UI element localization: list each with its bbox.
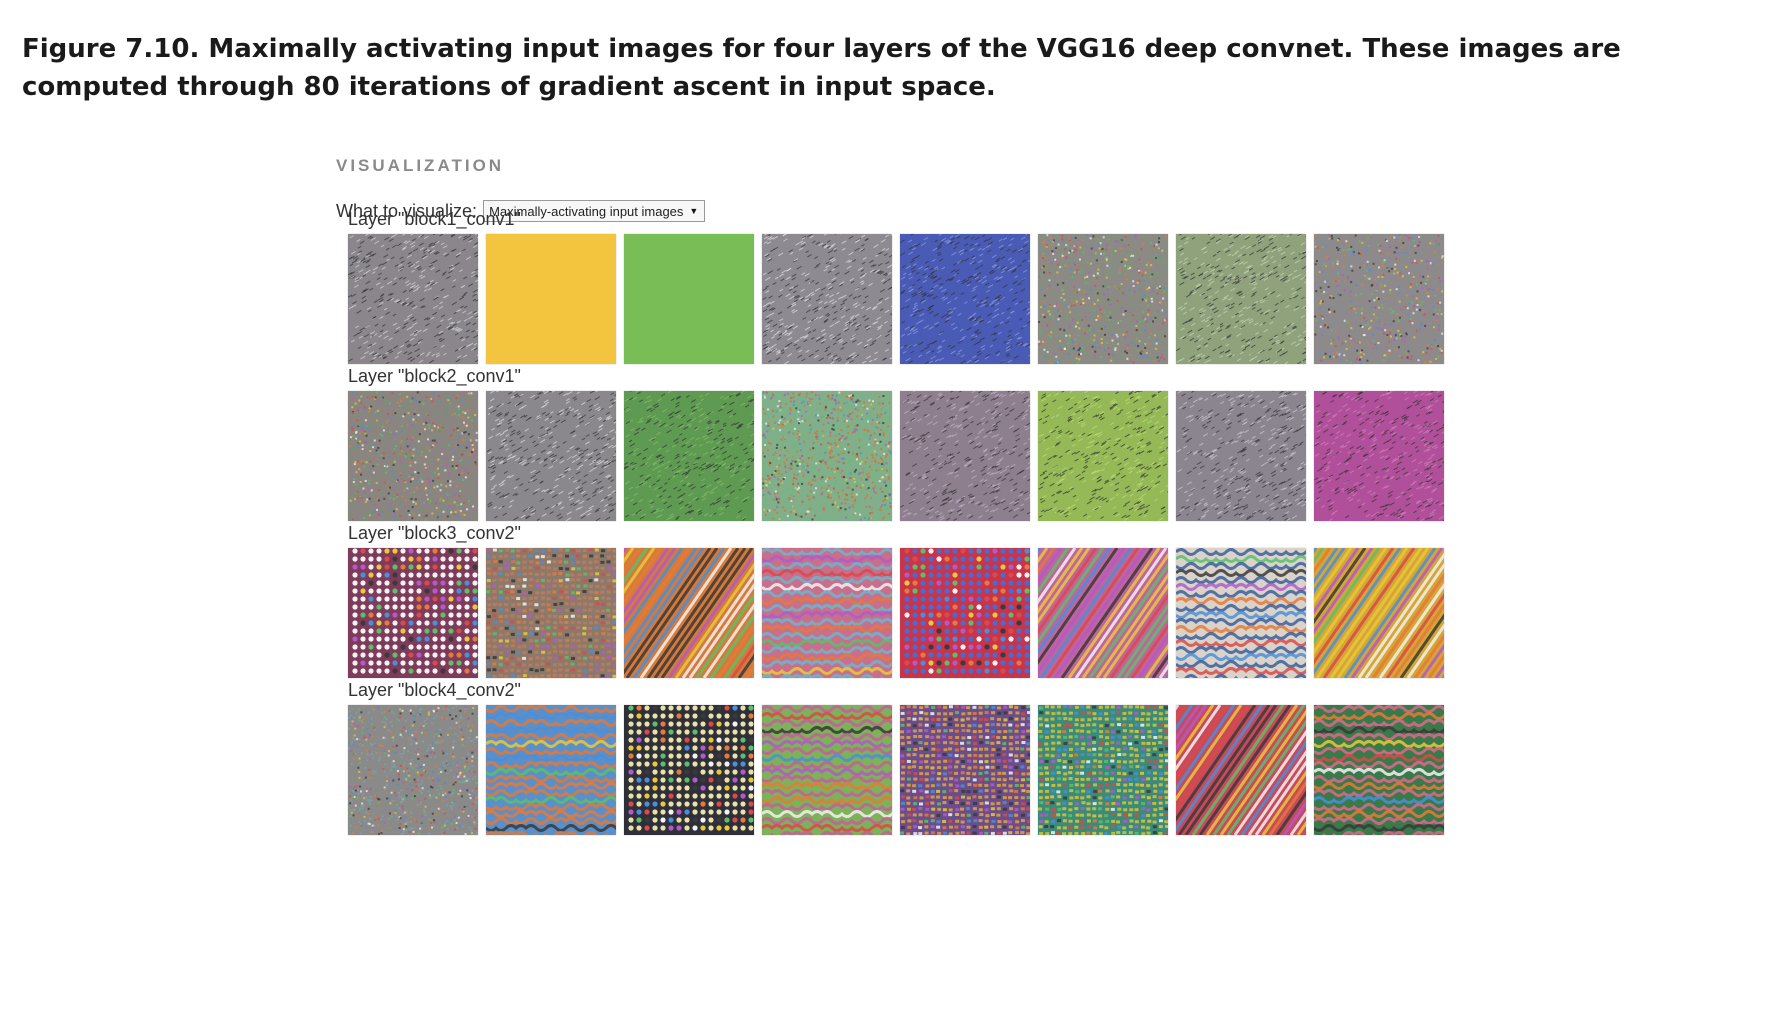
- activation-image-8: [1314, 548, 1444, 678]
- layer-tiles: [348, 234, 1444, 364]
- activation-image-3: [624, 705, 754, 835]
- activation-image-1: [348, 391, 478, 521]
- activation-image-2: [486, 548, 616, 678]
- layer-tiles: [348, 391, 1444, 521]
- layer-tiles: [348, 705, 1444, 835]
- activation-image-1: [348, 234, 478, 364]
- layer-block1-conv1: Layer "block1_conv1": [348, 208, 1444, 364]
- activation-image-2: [486, 705, 616, 835]
- activation-image-8: [1314, 234, 1444, 364]
- layer-block4-conv2: Layer "block4_conv2": [348, 679, 1444, 835]
- activation-image-7: [1176, 234, 1306, 364]
- layer-block2-conv1: Layer "block2_conv1": [348, 365, 1444, 521]
- activation-image-2: [486, 391, 616, 521]
- dropdown-arrow-icon: ▼: [689, 206, 699, 216]
- activation-image-3: [624, 391, 754, 521]
- layer-block3-conv2: Layer "block3_conv2": [348, 522, 1444, 678]
- activation-image-5: [900, 234, 1030, 364]
- activation-image-6: [1038, 705, 1168, 835]
- activation-image-5: [900, 548, 1030, 678]
- activation-image-7: [1176, 548, 1306, 678]
- activation-image-8: [1314, 391, 1444, 521]
- activation-image-6: [1038, 234, 1168, 364]
- activation-image-1: [348, 548, 478, 678]
- activation-image-3: [624, 234, 754, 364]
- activation-image-4: [762, 705, 892, 835]
- what-to-visualize-control: What to visualize: Maximally-activating …: [336, 200, 706, 222]
- figure-caption: Figure 7.10. Maximally activating input …: [22, 34, 1621, 102]
- activation-image-7: [1176, 705, 1306, 835]
- activation-image-4: [762, 234, 892, 364]
- activation-image-4: [762, 391, 892, 521]
- activation-image-2: [486, 234, 616, 364]
- activation-image-3: [624, 548, 754, 678]
- layer-label: Layer "block2_conv1": [348, 366, 521, 386]
- visualize-mode-select[interactable]: Maximally-activating input images ▼: [483, 200, 706, 222]
- visualize-mode-select-value: Maximally-activating input images: [489, 203, 684, 219]
- layer-label: Layer "block4_conv2": [348, 680, 521, 700]
- activation-image-6: [1038, 391, 1168, 521]
- layer-tiles: [348, 548, 1444, 678]
- activation-image-5: [900, 705, 1030, 835]
- activation-image-1: [348, 705, 478, 835]
- activation-image-5: [900, 391, 1030, 521]
- activation-image-6: [1038, 548, 1168, 678]
- layer-label: Layer "block1_conv1": [348, 209, 521, 229]
- visualization-heading: VISUALIZATION: [336, 156, 505, 175]
- activation-image-4: [762, 548, 892, 678]
- what-to-visualize-label: What to visualize:: [336, 200, 478, 221]
- layer-label: Layer "block3_conv2": [348, 523, 521, 543]
- activation-image-8: [1314, 705, 1444, 835]
- visualization-panel: VISUALIZATION What to visualize: Maximal…: [336, 156, 1456, 936]
- activation-image-7: [1176, 391, 1306, 521]
